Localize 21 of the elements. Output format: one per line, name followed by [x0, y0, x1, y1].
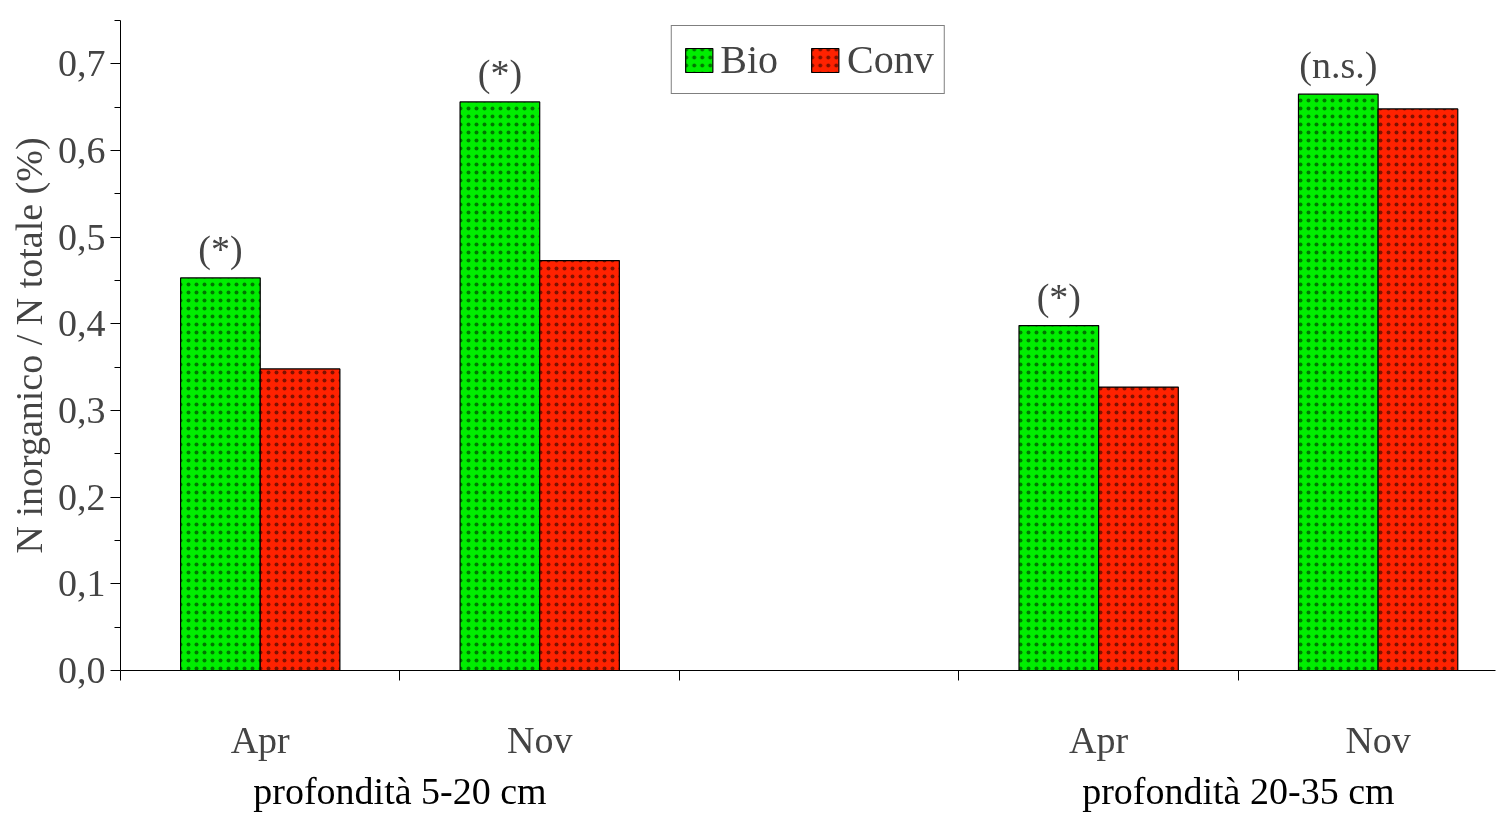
annotation: (*) [1036, 275, 1081, 319]
annotation: (n.s.) [1299, 44, 1378, 88]
x-tick-label: Apr [1069, 718, 1129, 761]
text: profondità 5-20 cm [253, 769, 547, 812]
x-tick-label: Nov [506, 718, 573, 761]
y-tick-label: 0,5 [58, 215, 106, 258]
y-axis-title: N inorganico / N totale (%) [8, 137, 51, 554]
legend-label: Conv [847, 36, 934, 83]
text: profondità 20-35 cm [1082, 769, 1395, 812]
x-tick-label: Apr [230, 718, 291, 761]
y-tick-label: 0,4 [58, 302, 106, 345]
y-tick-label: 0,6 [58, 129, 106, 171]
annotation: (*) [198, 227, 243, 271]
y-tick-label: 0,7 [58, 42, 106, 85]
y-tick-label: 0,3 [58, 389, 106, 431]
legend-label: Bio [720, 36, 779, 83]
annotation: (*) [477, 51, 523, 95]
y-tick-label: 0,2 [58, 475, 106, 518]
y-tick-label: 0,1 [58, 562, 106, 605]
x-tick-label: Nov [1345, 718, 1411, 761]
y-tick-label: 0,0 [58, 649, 106, 691]
